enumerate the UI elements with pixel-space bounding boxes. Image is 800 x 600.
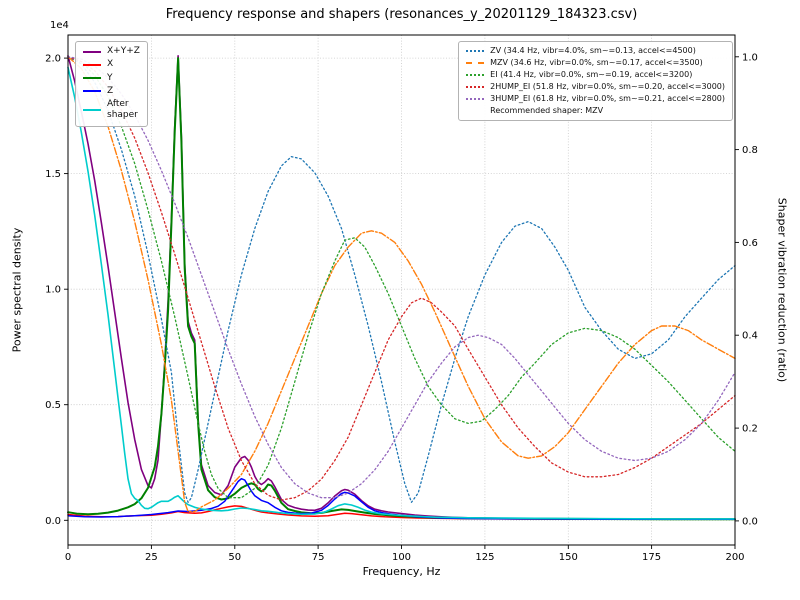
legend-item: 2HUMP_EI (51.8 Hz, vibr=0.0%, sm~=0.20, … (466, 82, 725, 92)
x-tick-label: 150 (559, 552, 578, 563)
x-tick-label: 100 (392, 552, 411, 563)
legend-item: MZV (34.6 Hz, vibr=0.0%, sm~=0.17, accel… (466, 58, 725, 68)
legend-shapers: ZV (34.4 Hz, vibr=4.0%, sm~=0.13, accel<… (458, 41, 733, 122)
legend-item-label: 2HUMP_EI (51.8 Hz, vibr=0.0%, sm~=0.20, … (490, 82, 725, 91)
legend-item-label: X (107, 59, 114, 70)
after-shaper-line-swatch (83, 109, 101, 112)
series-x (67, 505, 736, 521)
ei-line-swatch (466, 74, 485, 76)
legend-item: Y (83, 73, 140, 84)
y-right-tick-label: 1.0 (742, 52, 758, 63)
y-line-swatch (83, 77, 101, 80)
series-y (67, 57, 736, 521)
x-tick-label: 200 (725, 552, 744, 563)
y-right-tick-label: 0.6 (742, 238, 758, 249)
x-tick-label: 0 (65, 552, 71, 563)
zv-line-swatch (466, 50, 485, 52)
x-tick-label: 25 (145, 552, 158, 563)
x-axis-label: Frequency, Hz (362, 565, 441, 578)
x-tick-label: 75 (312, 552, 325, 563)
series-3hump-ei (67, 56, 736, 499)
x-line-swatch (83, 63, 101, 66)
series-ei (67, 56, 736, 499)
y-left-tick-label: 0.5 (45, 400, 61, 411)
legend-item: 3HUMP_EI (61.8 Hz, vibr=0.0%, sm~=0.21, … (466, 94, 725, 104)
legend-item: X+Y+Z (83, 46, 140, 57)
legend-psd: X+Y+Z X Y Z After shaper (75, 41, 148, 127)
legend-item-label: EI (41.4 Hz, vibr=0.0%, sm~=0.19, accel<… (490, 70, 693, 79)
legend-item: ZV (34.4 Hz, vibr=4.0%, sm~=0.13, accel<… (466, 46, 725, 56)
legend-item-label: MZV (34.6 Hz, vibr=0.0%, sm~=0.17, accel… (490, 58, 703, 67)
y-right-tick-label: 0.4 (742, 331, 758, 342)
series-2hump-ei (67, 56, 736, 501)
y-left-tick-label: 1.0 (45, 285, 61, 296)
legend-item: EI (41.4 Hz, vibr=0.0%, sm~=0.19, accel<… (466, 70, 725, 80)
y-left-tick-label: 2.0 (45, 54, 61, 65)
legend-item-label: Z (107, 85, 114, 96)
y-left-tick-label: 0.0 (45, 516, 61, 527)
x-tick-label: 125 (475, 552, 494, 563)
legend-item-label: After shaper (107, 99, 138, 121)
legend-item-label: ZV (34.4 Hz, vibr=4.0%, sm~=0.13, accel<… (490, 46, 696, 55)
series-mzv (67, 56, 736, 513)
y-right-tick-label: 0.2 (742, 424, 758, 435)
sum-line-swatch (83, 50, 101, 53)
x-tick-label: 175 (642, 552, 661, 563)
y-right-tick-label: 0.8 (742, 145, 758, 156)
series-after-shaper (67, 66, 736, 520)
legend-item-label: X+Y+Z (107, 46, 140, 56)
legend-item: After shaper (83, 99, 140, 122)
mzv-line-swatch (466, 62, 485, 64)
x-tick-label: 50 (228, 552, 241, 563)
y-right-tick-label: 0.0 (742, 516, 758, 527)
2hump-ei-line-swatch (466, 86, 485, 88)
legend-item-label: 3HUMP_EI (61.8 Hz, vibr=0.0%, sm~=0.21, … (490, 94, 725, 103)
y-axis-left-label: Power spectral density (10, 227, 24, 353)
z-line-swatch (83, 90, 101, 93)
chart-title: Frequency response and shapers (resonanc… (165, 7, 638, 22)
legend-item-label: Y (107, 72, 113, 83)
y-left-tick-label: 1.5 (45, 169, 61, 180)
3hump-ei-line-swatch (466, 98, 485, 100)
recommended-shaper-note: Recommended shaper: MZV (490, 106, 604, 115)
legend-item: X (83, 59, 140, 70)
legend-item: Z (83, 86, 140, 97)
y-axis-offset-label: 1e4 (50, 20, 69, 31)
y-axis-right-label: Shaper vibration reduction (ratio) (775, 197, 789, 383)
series-zv (67, 56, 736, 503)
